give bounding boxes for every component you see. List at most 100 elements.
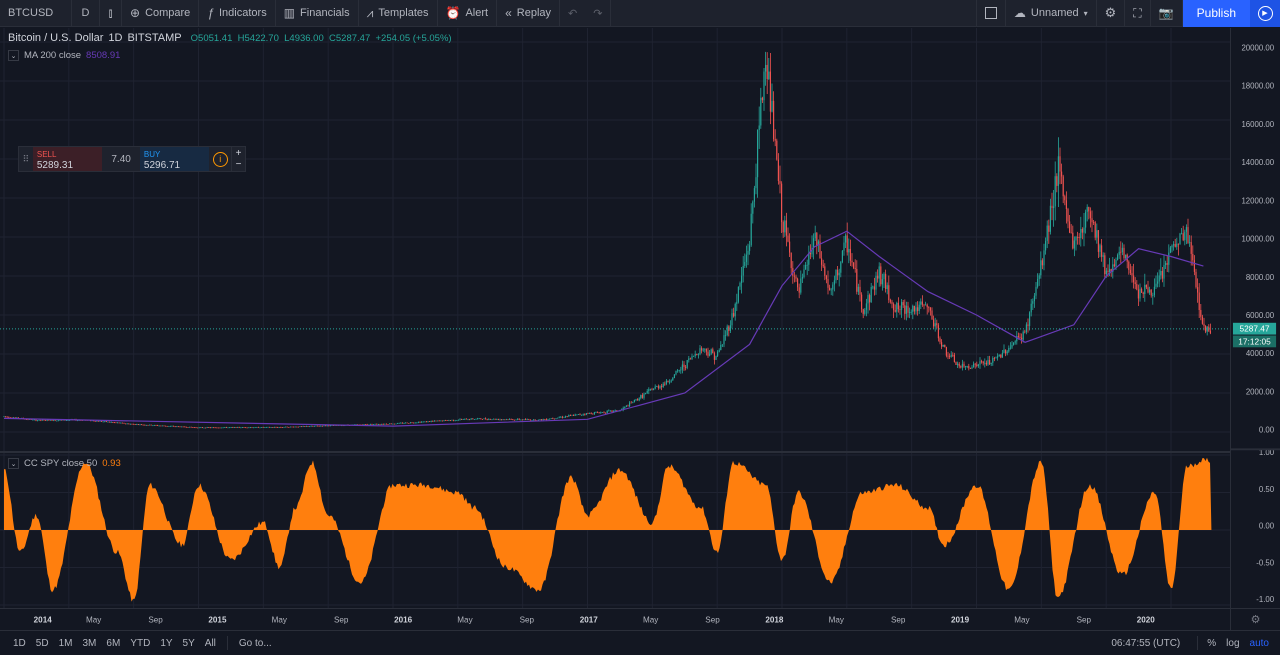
range-button-1d[interactable]: 1D [13,637,26,649]
candle-body [193,427,195,429]
log-toggle[interactable]: log [1226,637,1240,649]
candle-body [637,399,639,401]
range-button-all[interactable]: All [204,637,216,649]
plus-icon[interactable]: + [235,148,242,159]
undo-button[interactable]: ↶ [560,0,585,27]
range-button-6m[interactable]: 6M [106,637,121,649]
auto-toggle[interactable]: auto [1249,637,1269,649]
range-button-5y[interactable]: 5Y [182,637,195,649]
candle-body [1085,211,1087,228]
time-axis[interactable]: 2014 May Sep 2015 May Sep 2016 May Sep 2017 May Sep… [0,608,1230,630]
candle-body [555,418,557,419]
candle-body [936,323,938,326]
range-button-1m[interactable]: 1M [58,637,73,649]
drag-handle-icon[interactable]: ⠿ [22,153,30,164]
indicators-button[interactable]: ƒ Indicators [199,0,276,27]
candle-body [592,413,594,415]
candle-body [857,286,859,292]
candle-body [41,419,43,421]
candle-body [525,419,527,421]
candle-body [125,423,127,425]
candle-body [889,300,891,302]
cc-legend[interactable]: ⌄ CC SPY close 50 0.93 [8,458,121,469]
info-button[interactable]: i [209,147,231,171]
candle-body [1064,196,1066,201]
replay-button[interactable]: « Replay [497,0,561,27]
candle-body [440,420,442,422]
quantity-stepper[interactable]: + − [231,147,245,171]
candle-body [321,425,323,427]
chart-style-button[interactable]: ⫾ [100,0,122,27]
sell-button[interactable]: SELL 5289.31 [32,147,103,171]
candle-body [793,275,795,277]
minus-icon[interactable]: − [235,159,242,170]
candle-body [313,425,315,427]
candle-body [923,304,925,306]
candle-body [49,419,51,421]
layout-menu[interactable]: ☁ Unnamed ▾ [1006,0,1097,27]
candle-body [494,418,496,420]
clock[interactable]: 06:47:55 (UTC) [1111,637,1181,649]
candle-body [155,425,157,426]
candle-body [1169,247,1171,253]
candle-body [558,417,560,419]
cc-indicator-pane[interactable] [0,453,1230,608]
candle-body [184,426,186,428]
compare-button[interactable]: ⊕ Compare [122,0,200,27]
redo-button[interactable]: ↷ [585,0,612,27]
undo-icon: ↶ [568,7,578,20]
candle-body [1118,251,1120,255]
candle-body [123,422,125,424]
financials-button[interactable]: ▥ Financials [276,0,359,27]
range-button-5d[interactable]: 5D [35,637,49,649]
interval-button[interactable]: D [72,0,100,27]
candle-body [888,285,890,301]
candle-body [569,415,571,416]
chevron-down-icon[interactable]: ⌄ [8,458,19,469]
pane-separator[interactable] [0,451,1230,453]
alert-button[interactable]: ⏰ Alert [438,0,498,27]
candle-body [1129,269,1131,274]
fullscreen-button[interactable]: ⛶ [1125,0,1151,27]
axis-settings-button[interactable]: ⚙ [1230,608,1280,630]
time-label: May [272,615,288,624]
templates-button[interactable]: ⩘ Templates [359,0,438,27]
candle-body [32,419,34,421]
play-button[interactable]: ▶ [1250,0,1280,27]
buy-button[interactable]: BUY 5296.71 [139,147,210,171]
ma-legend[interactable]: ⌄ MA 200 close 8508.91 [8,50,120,61]
price-axis[interactable]: 20000.00 18000.00 16000.00 14000.00 12000.00… [1230,28,1280,608]
fullscreen-layout-button[interactable] [975,0,1006,27]
candle-body [531,420,533,421]
symbol-search[interactable]: BTCUSD [0,0,72,27]
alert-label: Alert [465,7,489,19]
candle-body [413,422,415,424]
goto-button[interactable]: Go to... [238,637,272,649]
candle-body [894,310,896,312]
percent-toggle[interactable]: % [1207,637,1217,649]
snapshot-button[interactable]: 📷 [1151,0,1183,27]
candle-body [331,425,333,426]
candle-body [179,426,181,428]
candle-body [875,275,877,290]
price-chart-pane[interactable] [0,28,1230,451]
range-button-3m[interactable]: 3M [82,637,97,649]
candle-body [62,419,64,421]
range-button-1y[interactable]: 1Y [160,637,173,649]
candle-body [899,309,901,310]
range-button-ytd[interactable]: YTD [130,637,151,649]
candle-body [944,344,946,348]
candle-body [269,426,271,428]
candle-body [929,307,931,311]
candle-body [149,424,151,426]
candle-body [824,266,826,276]
ma-200-line [3,230,1204,427]
cc-grid [0,453,1230,608]
candle-body [949,356,951,357]
chevron-down-icon[interactable]: ⌄ [8,50,19,61]
candle-body [947,355,949,357]
candle-body [1061,171,1063,177]
candle-body [635,399,637,401]
publish-button[interactable]: Publish [1182,0,1250,27]
settings-button[interactable]: ⚙ [1097,0,1126,27]
